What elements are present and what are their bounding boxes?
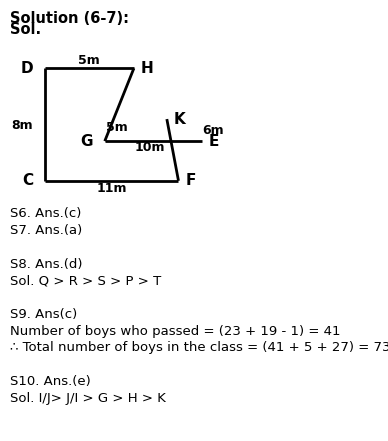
Text: Sol. Q > R > S > P > T: Sol. Q > R > S > P > T: [10, 274, 161, 287]
Text: Sol.: Sol.: [10, 22, 41, 37]
Text: D: D: [20, 61, 33, 76]
Text: S10. Ans.(e): S10. Ans.(e): [10, 375, 90, 388]
Text: G: G: [81, 134, 93, 149]
Text: S6. Ans.(c): S6. Ans.(c): [10, 207, 81, 220]
Text: F: F: [185, 173, 196, 188]
Text: 10m: 10m: [134, 141, 165, 154]
Text: E: E: [209, 134, 219, 149]
Text: H: H: [141, 61, 154, 76]
Text: 11m: 11m: [97, 182, 127, 195]
Text: K: K: [174, 112, 185, 127]
Text: 5m: 5m: [106, 121, 127, 135]
Text: ∴ Total number of boys in the class = (41 + 5 + 27) = 73: ∴ Total number of boys in the class = (4…: [10, 341, 388, 354]
Text: S7. Ans.(a): S7. Ans.(a): [10, 224, 82, 237]
Text: Solution (6-7):: Solution (6-7):: [10, 11, 129, 26]
Text: 8m: 8m: [12, 119, 33, 132]
Text: 5m: 5m: [78, 54, 100, 67]
Text: S8. Ans.(d): S8. Ans.(d): [10, 258, 82, 270]
Text: S9. Ans(c): S9. Ans(c): [10, 308, 77, 321]
Text: Number of boys who passed = (23 + 19 - 1) = 41: Number of boys who passed = (23 + 19 - 1…: [10, 325, 340, 337]
Text: 6m: 6m: [202, 123, 223, 137]
Text: C: C: [22, 173, 33, 188]
Text: Sol. I/J> J/I > G > H > K: Sol. I/J> J/I > G > H > K: [10, 392, 166, 404]
